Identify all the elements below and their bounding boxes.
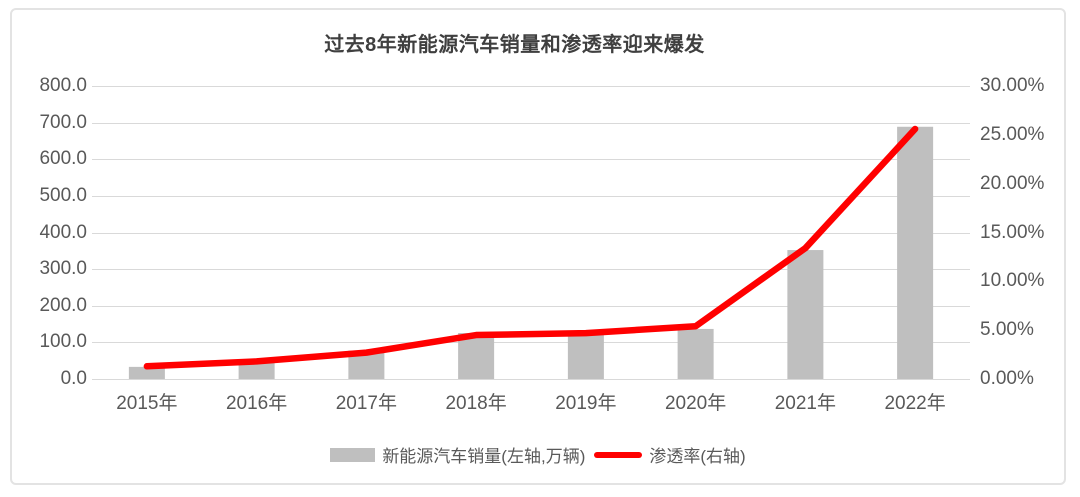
right-axis-tick: 10.00% xyxy=(980,270,1045,292)
left-axis-tick: 100.0 xyxy=(39,331,87,353)
legend-label-penetration: 渗透率(右轴) xyxy=(649,447,746,466)
right-axis-tick: 0.00% xyxy=(980,368,1034,389)
left-axis-tick: 400.0 xyxy=(39,221,87,243)
right-axis-tick: 5.00% xyxy=(980,319,1034,341)
x-axis-label: 2016年 xyxy=(225,393,288,414)
sales-bar-2022年 xyxy=(897,126,934,379)
legend-item-sales: 新能源汽车销量(左轴,万辆) xyxy=(330,442,585,467)
x-axis-label: 2020年 xyxy=(664,393,727,414)
left-axis-tick: 300.0 xyxy=(39,258,87,280)
x-axis-label: 2021年 xyxy=(774,393,837,414)
penetration-line xyxy=(143,125,919,370)
right-axis-tick: 15.00% xyxy=(980,221,1045,243)
x-axis-label: 2022年 xyxy=(884,393,946,414)
right-axis-tick: 25.00% xyxy=(980,123,1045,145)
bar-series-swatch-icon xyxy=(330,447,376,462)
right-axis-tick: 30.00% xyxy=(980,75,1045,96)
sales-bar-2019年 xyxy=(567,334,604,379)
plot-area xyxy=(92,86,970,380)
legend-item-penetration: 渗透率(右轴) xyxy=(594,442,746,467)
sales-bar-2015年 xyxy=(128,366,165,379)
sales-bar-2018年 xyxy=(458,332,495,379)
left-axis-tick: 0.0 xyxy=(60,368,87,389)
line-series-swatch-icon xyxy=(594,451,643,458)
right-axis-tick: 20.00% xyxy=(980,172,1045,194)
left-axis-tick: 500.0 xyxy=(39,184,87,206)
sales-bar-2020年 xyxy=(677,328,714,379)
left-axis-tick: 200.0 xyxy=(39,294,87,316)
left-axis-tick: 700.0 xyxy=(39,111,87,133)
left-axis-tick: 600.0 xyxy=(39,148,87,170)
legend-label-sales: 新能源汽车销量(左轴,万辆) xyxy=(382,447,586,466)
chart-title: 过去8年新能源汽车销量和渗透率迎来爆发 xyxy=(324,34,705,56)
x-axis-label: 2019年 xyxy=(555,393,617,414)
left-axis-tick: 800.0 xyxy=(39,75,87,96)
chart-card: 过去8年新能源汽车销量和渗透率迎来爆发 新能源汽车销量(左轴,万辆) 渗透率(右… xyxy=(10,8,1066,485)
x-axis-label: 2015年 xyxy=(116,393,178,414)
chart-legend: 新能源汽车销量(左轴,万辆) 渗透率(右轴) xyxy=(12,442,1064,467)
x-axis-label: 2018年 xyxy=(445,393,507,414)
sales-bar-2021年 xyxy=(787,250,824,379)
x-axis-label: 2017年 xyxy=(335,393,398,414)
